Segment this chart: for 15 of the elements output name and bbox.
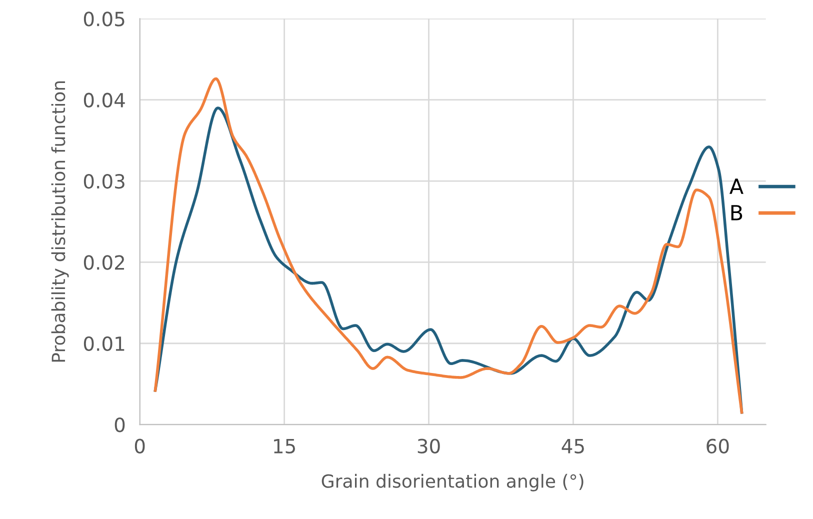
x-tick-label: 30: [418, 438, 440, 454]
y-tick-label: 0.03: [84, 174, 124, 189]
x-axis-title: Grain disorientation angle (°): [322, 474, 584, 492]
y-tick-label: 0.05: [84, 12, 124, 26]
y-tick-label: 0: [114, 418, 125, 432]
y-tick-label: 0.02: [84, 255, 124, 270]
y-tick-label: 0.01: [84, 336, 124, 352]
x-tick-label: 45: [562, 439, 584, 454]
legend-label: A: [730, 178, 744, 194]
legend-label: B: [731, 205, 742, 220]
x-tick-label: 60: [706, 438, 729, 454]
y-axis-title: Probability distribution function: [51, 81, 69, 362]
x-tick-label: 15: [274, 439, 295, 454]
x-tick-label: 0: [134, 438, 145, 454]
y-tick-label: 0.04: [84, 92, 125, 108]
